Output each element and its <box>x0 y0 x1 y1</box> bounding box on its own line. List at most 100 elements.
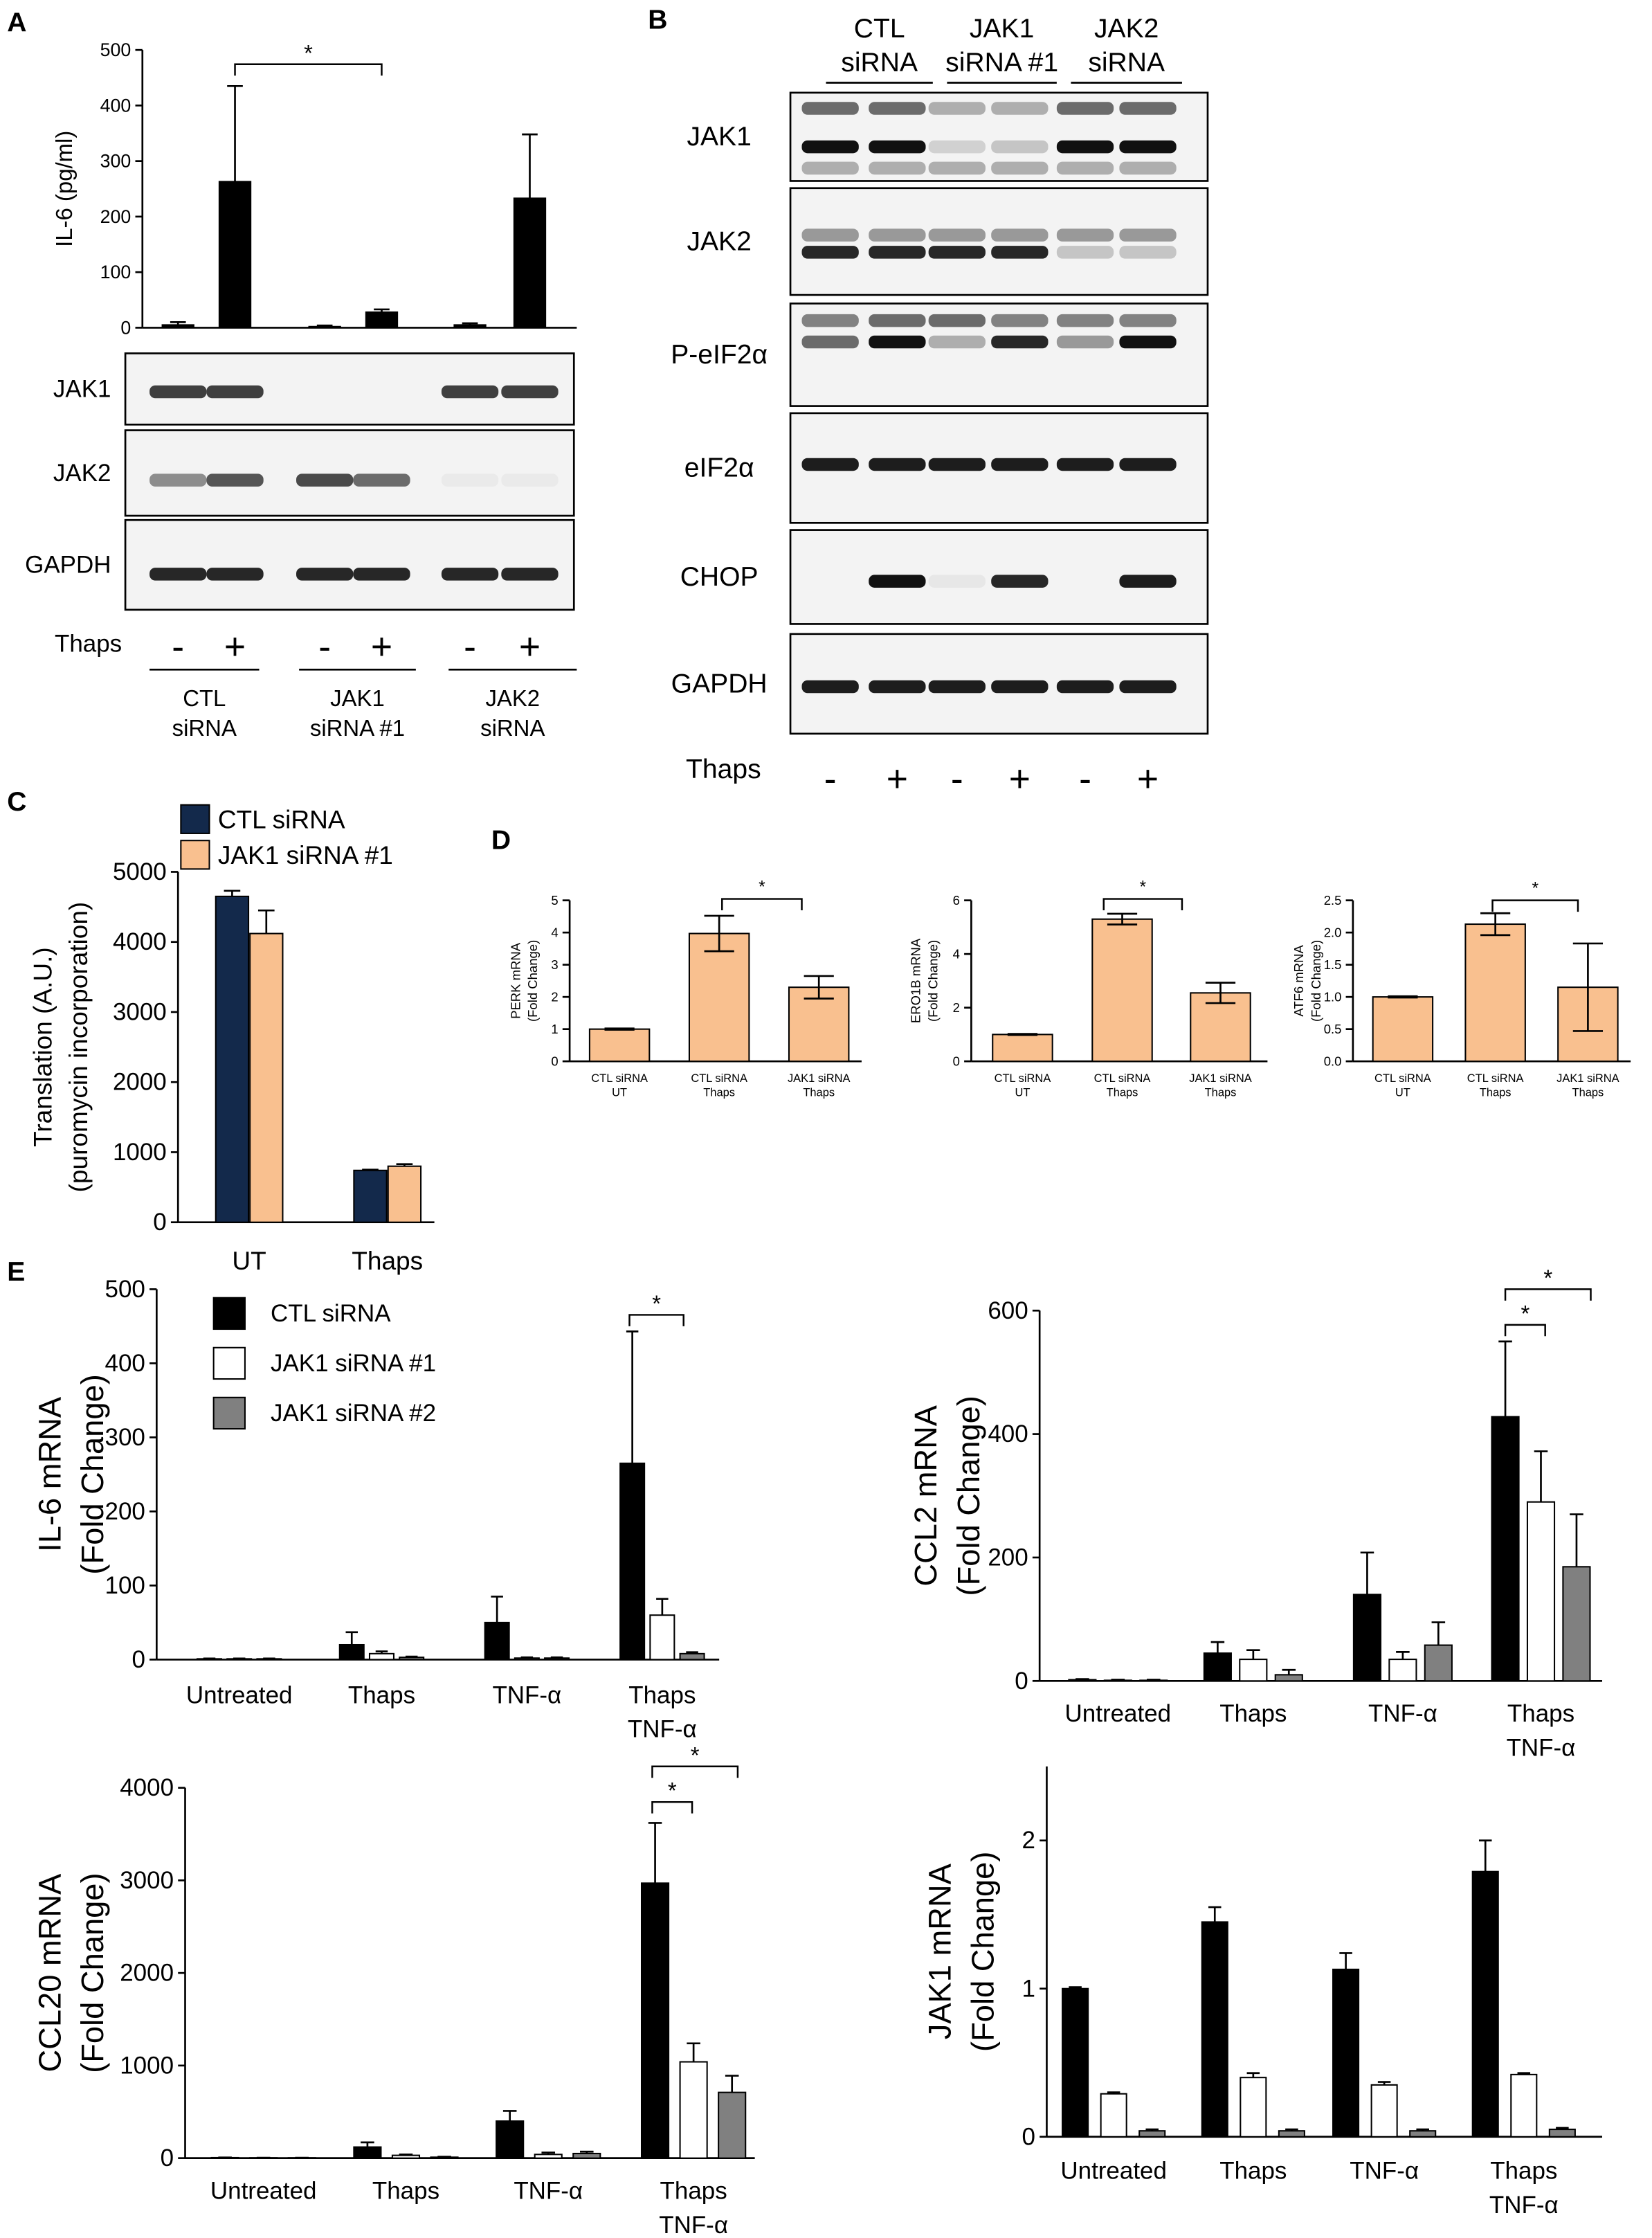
y-tick-label: 500 <box>100 39 131 60</box>
band <box>869 314 926 327</box>
band <box>991 314 1049 327</box>
row-label: JAK1 <box>53 375 111 402</box>
y-tick-label: 5000 <box>113 858 167 885</box>
x-tick-label: JAK1 siRNA <box>1189 1072 1252 1085</box>
y-tick-label: 2000 <box>113 1069 167 1096</box>
band <box>441 473 499 487</box>
band <box>991 246 1049 259</box>
bar <box>399 1657 425 1661</box>
y-axis-label: CCL2 mRNA <box>908 1405 943 1586</box>
panel-label: E <box>7 1257 25 1287</box>
y-tick-label: 400 <box>988 1420 1028 1447</box>
y-axis-label: IL-6 (pg/ml) <box>51 131 77 247</box>
x-tick-label: CTL siRNA <box>995 1072 1051 1085</box>
significance-bracket <box>1504 1288 1592 1301</box>
y-tick-label: 1.5 <box>1324 957 1342 972</box>
band <box>353 473 410 487</box>
legend-label: JAK1 siRNA #1 <box>271 1350 436 1377</box>
significance-label: * <box>1543 1265 1552 1290</box>
group-label: siRNA #1 <box>310 715 405 741</box>
y-tick-label: 1000 <box>120 2052 174 2079</box>
y-tick-label: 500 <box>105 1276 145 1303</box>
y-tick-label: 200 <box>100 206 131 227</box>
x-tick-label: UT <box>1015 1086 1031 1099</box>
bar <box>496 2120 525 2159</box>
bar <box>1526 1501 1556 1682</box>
x-tick-label: TNF-α <box>1350 2158 1419 2185</box>
x-tick-label: UT <box>612 1086 627 1099</box>
lane-label: + <box>1137 759 1159 800</box>
band <box>928 335 986 349</box>
x-tick-label: Thaps <box>1572 1086 1604 1099</box>
band <box>149 473 207 487</box>
band <box>1056 680 1114 694</box>
x-tick-label: Thaps <box>1507 1700 1574 1727</box>
y-tick-label: 0 <box>161 2145 174 2172</box>
y-tick-label: 300 <box>100 151 131 172</box>
group-label: CTL <box>183 685 226 711</box>
band <box>1056 228 1114 242</box>
band <box>869 228 926 242</box>
bar <box>1203 1652 1232 1682</box>
x-tick-label: TNF-α <box>492 1681 561 1708</box>
significance-bracket <box>651 1801 693 1814</box>
row-label: JAK2 <box>687 226 751 256</box>
group-label: siRNA <box>1088 48 1165 78</box>
band <box>928 228 986 242</box>
x-tick-label: Untreated <box>186 1681 293 1708</box>
bar <box>1239 1659 1268 1682</box>
x-tick-label: TNF-α <box>514 2177 583 2204</box>
group-label: JAK1 <box>970 14 1034 44</box>
x-tick-label: UT <box>232 1246 266 1275</box>
y-tick-label: 2000 <box>120 1960 174 1987</box>
y-tick-label: 400 <box>100 95 131 116</box>
bar <box>688 932 750 1063</box>
bar <box>353 2146 382 2159</box>
bar <box>1510 2073 1538 2138</box>
band <box>869 335 926 349</box>
band <box>928 246 986 259</box>
band <box>801 335 859 349</box>
y-tick-label: 0 <box>1022 2123 1035 2150</box>
lane-label: - <box>1079 759 1091 800</box>
band <box>991 228 1049 242</box>
lane-label: + <box>1009 759 1031 800</box>
group-label: JAK2 <box>485 685 540 711</box>
y-axis-label: (Fold Change) <box>75 1872 110 2073</box>
bar <box>1352 1594 1382 1682</box>
significance-bracket <box>234 63 383 76</box>
band <box>991 575 1049 588</box>
y-tick-label: 4 <box>953 947 960 962</box>
lane-label: - <box>951 759 963 800</box>
bar <box>788 986 850 1063</box>
bar <box>353 1169 388 1223</box>
x-tick-label: CTL siRNA <box>1374 1072 1431 1085</box>
band <box>353 568 410 581</box>
y-tick-label: 200 <box>988 1544 1028 1571</box>
significance-bracket <box>1504 1324 1546 1337</box>
bar <box>992 1034 1053 1063</box>
bar <box>679 1652 705 1661</box>
y-tick-label: 2 <box>1022 1827 1035 1854</box>
band <box>869 161 926 175</box>
panel-label: B <box>648 5 667 35</box>
y-tick-label: 0 <box>953 1054 960 1069</box>
y-axis-label: CCL20 mRNA <box>33 1873 68 2073</box>
bar <box>679 2061 708 2159</box>
band <box>991 140 1049 154</box>
y-tick-label: 3000 <box>113 998 167 1025</box>
band <box>928 161 986 175</box>
y-axis-label: ATF6 mRNA <box>1291 945 1306 1017</box>
bar <box>718 2091 747 2159</box>
x-tick-label: UT <box>1395 1086 1410 1099</box>
row-label: GAPDH <box>671 669 768 698</box>
bar <box>1491 1416 1520 1682</box>
bar <box>1370 2084 1398 2138</box>
band <box>991 680 1049 694</box>
bar <box>453 324 487 329</box>
bar <box>1201 1921 1228 2138</box>
y-axis-label: (Fold Change) <box>925 940 940 1022</box>
bar <box>1091 918 1153 1063</box>
bar <box>1240 2077 1267 2138</box>
y-tick-label: 2 <box>551 990 558 1004</box>
